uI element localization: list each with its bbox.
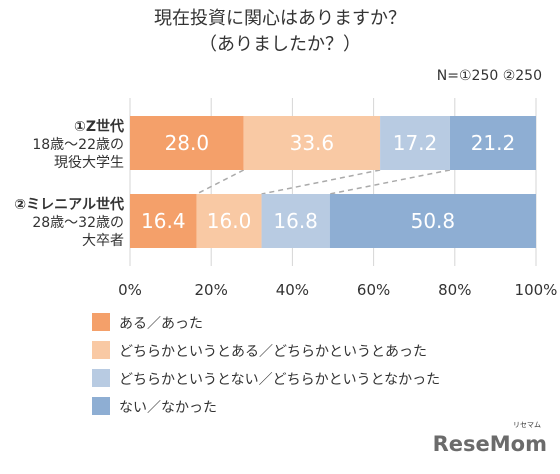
data-label: 28.0	[165, 131, 210, 155]
category-label-group: 大卒者	[82, 233, 124, 249]
watermark-logo: ReseMom	[433, 432, 547, 456]
x-tick-label: 20%	[195, 281, 228, 299]
legend: ある／あったどちらかというとある／どちらかというとあったどちらかというとない／ど…	[92, 313, 440, 416]
connector-lines	[196, 169, 451, 195]
bar-segment	[130, 116, 244, 170]
data-label: 17.2	[393, 131, 438, 155]
watermark: リセマム ReseMom	[433, 421, 547, 456]
legend-label: ない／なかった	[119, 400, 217, 416]
legend-swatch	[92, 369, 110, 387]
x-tick-labels: 0% 20% 40% 60% 80% 100%	[118, 281, 557, 299]
x-tick-label: 100%	[515, 281, 558, 299]
x-tick-label: 0%	[118, 281, 142, 299]
data-label: 50.8	[411, 209, 456, 233]
x-tick-label: 40%	[276, 281, 309, 299]
bar-segment	[449, 116, 536, 170]
data-label: 16.0	[207, 209, 252, 233]
legend-swatch	[92, 313, 110, 331]
category-label-name: ①Z世代	[74, 118, 124, 135]
bar-segment	[196, 194, 262, 248]
bar-segment	[130, 194, 197, 248]
bars: 28.0 33.6 17.2 21.2 16.4 16.0 16.8 50.8	[130, 116, 536, 248]
data-label: 21.2	[471, 131, 516, 155]
data-label: 16.4	[141, 209, 186, 233]
legend-label: どちらかというとある／どちらかというとあった	[119, 344, 427, 360]
legend-label: どちらかというとない／どちらかというとなかった	[119, 372, 440, 388]
bar-segment	[380, 116, 450, 170]
legend-label: ある／あった	[119, 316, 203, 332]
bar-segment	[261, 194, 330, 248]
category-label-age: 28歳〜32歳の	[32, 215, 124, 231]
bar-segment	[243, 116, 381, 170]
connector-line	[196, 169, 245, 195]
data-label: 16.8	[273, 209, 318, 233]
connector-line	[329, 169, 451, 195]
legend-swatch	[92, 341, 110, 359]
bar-segment	[329, 194, 536, 248]
data-label: 33.6	[290, 131, 335, 155]
category-label-age: 18歳〜22歳の	[32, 137, 124, 153]
chart-title: 現在投資に関心はありますか？	[154, 8, 406, 29]
category-label-group: 現役大学生	[54, 155, 124, 171]
category-label-name: ②ミレニアル世代	[14, 196, 124, 213]
x-tick-label: 80%	[438, 281, 471, 299]
chart-subtitle: （ありましたか？）	[199, 34, 361, 55]
watermark-small: リセマム	[513, 421, 541, 429]
sample-size-note: N=①250 ②250	[437, 68, 542, 84]
x-tick-label: 60%	[357, 281, 390, 299]
connector-line	[261, 169, 381, 195]
legend-swatch	[92, 397, 110, 415]
